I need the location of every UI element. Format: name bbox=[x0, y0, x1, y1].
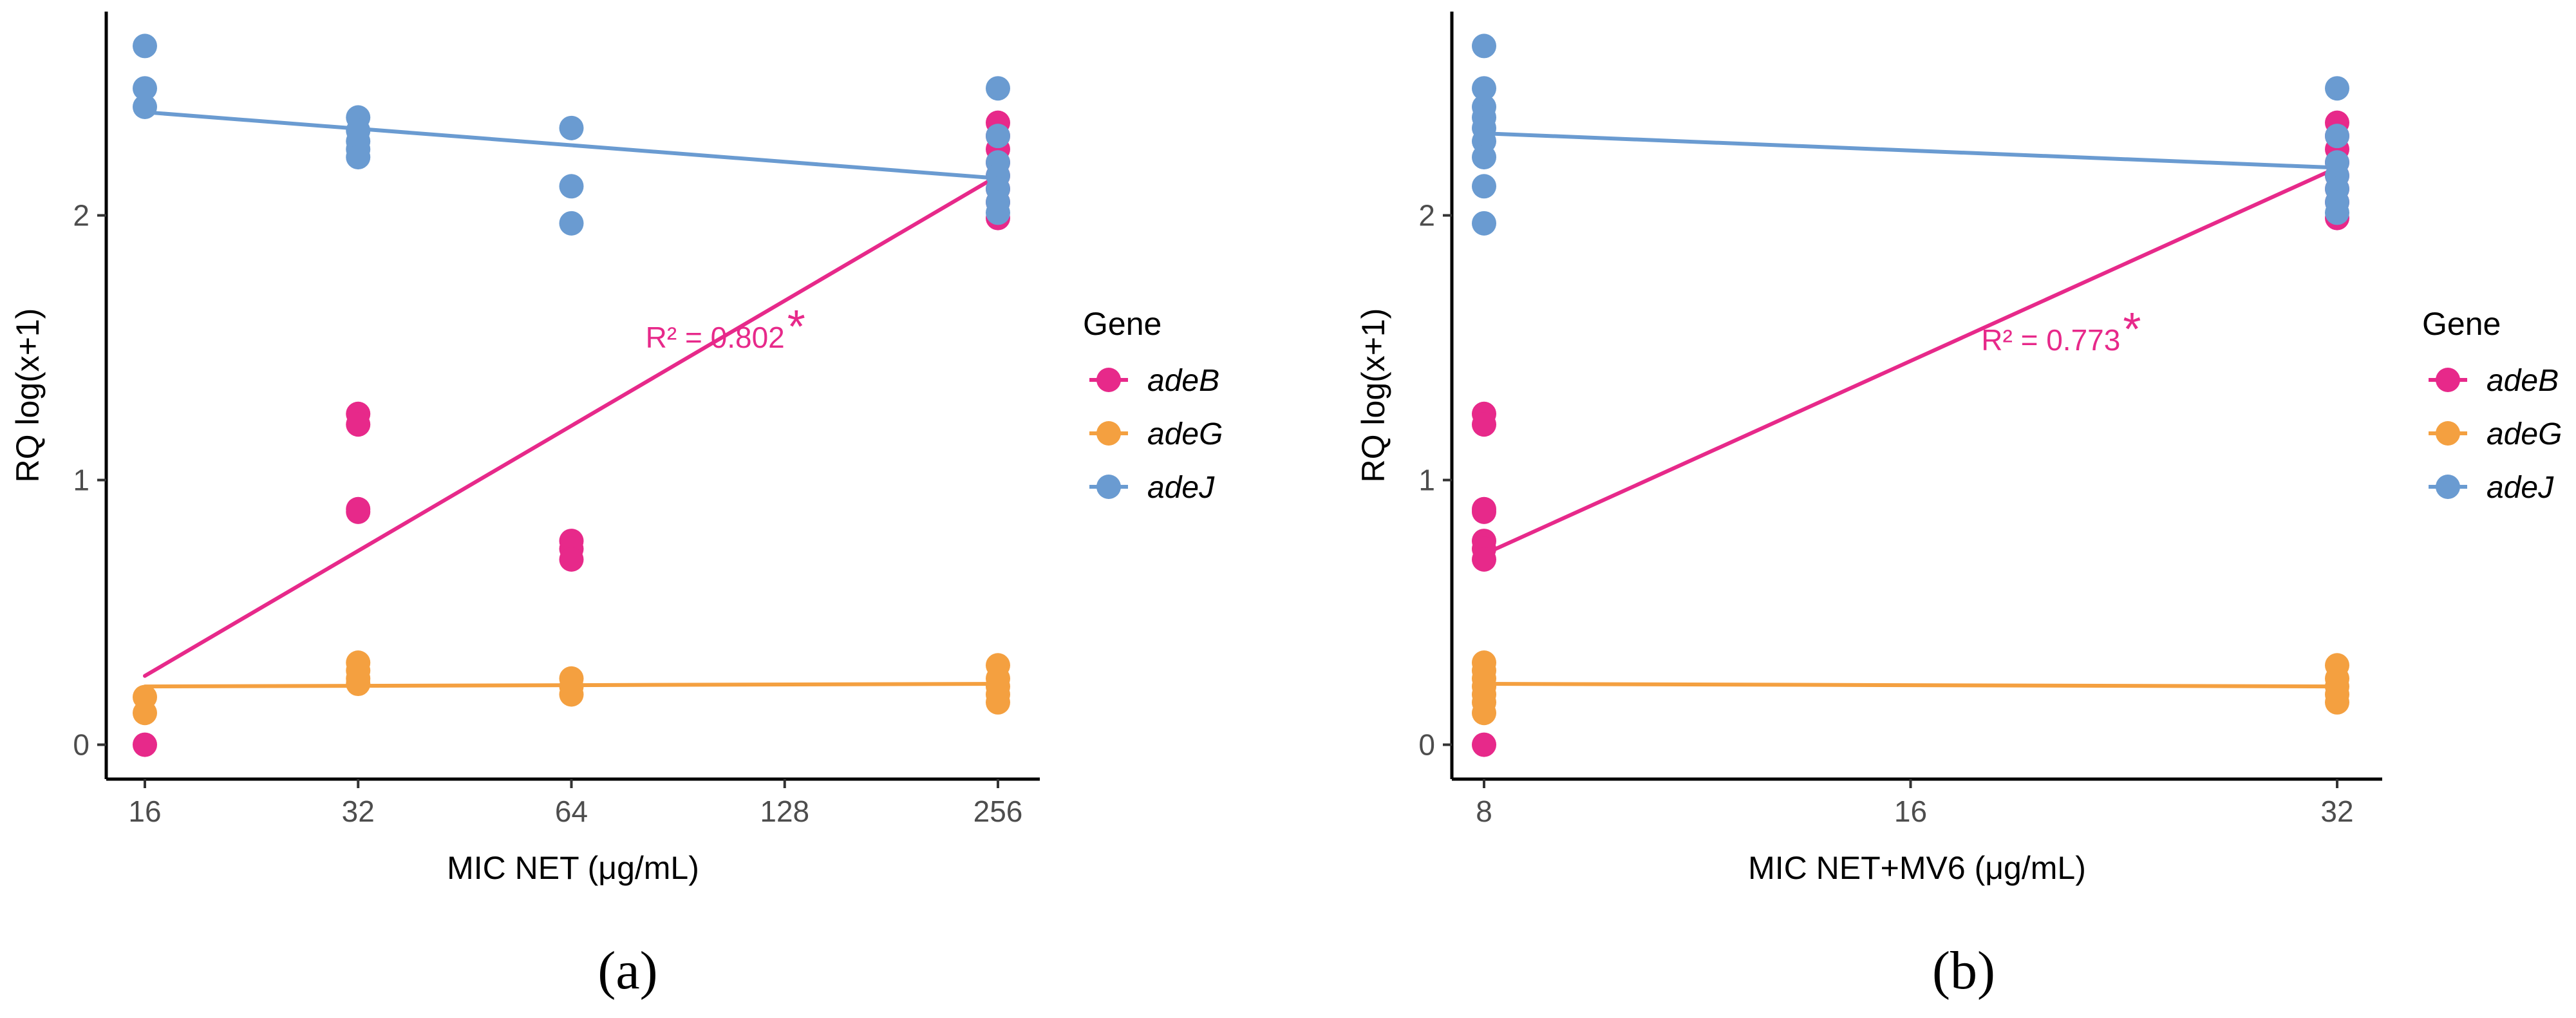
y-tick-label: 2 bbox=[1418, 198, 1435, 232]
point-adeJ bbox=[2325, 124, 2349, 149]
y-tick-label: 1 bbox=[1418, 464, 1435, 497]
x-tick-label: 128 bbox=[760, 795, 809, 828]
point-adeJ bbox=[2325, 200, 2349, 225]
fit-line-adeJ bbox=[143, 110, 1000, 180]
point-adeJ bbox=[559, 174, 584, 199]
point-adeG bbox=[133, 701, 157, 726]
panel-caption: (b) bbox=[1932, 941, 1995, 1001]
x-tick-label: 32 bbox=[2320, 795, 2353, 828]
point-adeJ bbox=[559, 211, 584, 236]
legend-key-point-adeG bbox=[2436, 421, 2460, 446]
legend-key-point-adeB bbox=[1096, 368, 1121, 392]
y-tick-label: 2 bbox=[73, 198, 89, 232]
y-tick-label: 0 bbox=[1418, 728, 1435, 762]
x-tick-label: 64 bbox=[555, 795, 588, 828]
fit-line-adeG bbox=[1482, 682, 2339, 689]
fit-line-adeB bbox=[143, 173, 1000, 678]
point-adeB bbox=[346, 499, 371, 524]
x-tick-label: 16 bbox=[1894, 795, 1927, 828]
panel-b: 0 1 2 8 16 32 MIC NET+MV6 (μg/mL) RQ log(x+1) R²… bbox=[1355, 12, 2562, 1001]
y-tick-label: 0 bbox=[73, 728, 89, 762]
legend-label-adeJ: adeJ bbox=[2487, 471, 2554, 505]
x-tick-label: 8 bbox=[1476, 795, 1492, 828]
point-adeJ bbox=[133, 33, 157, 59]
legend-label-adeG: adeG bbox=[1147, 417, 1223, 451]
legend-label-adeB: adeB bbox=[1147, 364, 1219, 398]
legend-label-adeG: adeG bbox=[2487, 417, 2562, 451]
legend-label-adeJ: adeJ bbox=[1147, 471, 1215, 505]
point-adeB bbox=[559, 547, 584, 572]
fit-line-adeJ bbox=[1482, 131, 2339, 170]
point-adeB bbox=[1472, 547, 1496, 572]
y-tick-label: 1 bbox=[73, 464, 89, 497]
significance-star: * bbox=[2123, 304, 2141, 355]
point-adeB bbox=[133, 732, 157, 757]
point-adeG bbox=[1472, 701, 1496, 726]
legend-key-point-adeJ bbox=[1096, 475, 1121, 499]
point-adeG bbox=[346, 672, 371, 697]
point-adeJ bbox=[1472, 33, 1496, 59]
point-adeJ bbox=[986, 76, 1010, 101]
point-adeJ bbox=[133, 76, 157, 101]
point-adeG bbox=[986, 690, 1010, 715]
y-axis-title: RQ log(x+1) bbox=[1355, 308, 1391, 483]
point-adeJ bbox=[2325, 76, 2349, 101]
legend-label-adeB: adeB bbox=[2487, 364, 2559, 398]
panel-caption: (a) bbox=[597, 941, 657, 1001]
x-axis-title: MIC NET+MV6 (μg/mL) bbox=[1748, 850, 2086, 886]
r2-annotation: R² = 0.773 bbox=[1981, 323, 2120, 357]
y-axis-title: RQ log(x+1) bbox=[10, 308, 46, 483]
point-adeJ bbox=[559, 115, 584, 140]
point-adeJ bbox=[1472, 211, 1496, 236]
panel-a: 0 1 2 16 32 64 128 256 MIC NET (μg/mL) RQ log(x+1… bbox=[10, 12, 1223, 1001]
point-adeJ bbox=[346, 145, 371, 170]
point-adeB bbox=[1472, 499, 1496, 524]
point-adeB bbox=[346, 412, 371, 437]
x-axis-title: MIC NET (μg/mL) bbox=[447, 850, 699, 886]
point-adeG bbox=[559, 682, 584, 707]
point-adeJ bbox=[1472, 145, 1496, 170]
x-tick-label: 256 bbox=[973, 795, 1023, 828]
x-tick-label: 32 bbox=[342, 795, 375, 828]
significance-star: * bbox=[787, 301, 805, 353]
point-adeJ bbox=[986, 124, 1010, 149]
point-adeB bbox=[1472, 732, 1496, 757]
legend-key-point-adeB bbox=[2436, 368, 2460, 392]
r2-annotation: R² = 0.802 bbox=[646, 321, 785, 354]
point-adeG bbox=[2325, 690, 2349, 715]
legend: Gene adeB adeG adeJ bbox=[1083, 306, 1223, 505]
legend-title: Gene bbox=[2422, 306, 2501, 342]
x-tick-label: 16 bbox=[128, 795, 161, 828]
point-adeJ bbox=[1472, 174, 1496, 199]
point-adeJ bbox=[133, 94, 157, 119]
legend: Gene adeB adeG adeJ bbox=[2422, 306, 2562, 505]
legend-title: Gene bbox=[1083, 306, 1161, 342]
point-adeB bbox=[1472, 412, 1496, 437]
fit-line-adeB bbox=[1482, 165, 2339, 556]
legend-key-point-adeJ bbox=[2436, 475, 2460, 499]
point-adeJ bbox=[986, 200, 1010, 225]
legend-key-point-adeG bbox=[1096, 421, 1121, 446]
point-adeJ bbox=[1472, 76, 1496, 101]
